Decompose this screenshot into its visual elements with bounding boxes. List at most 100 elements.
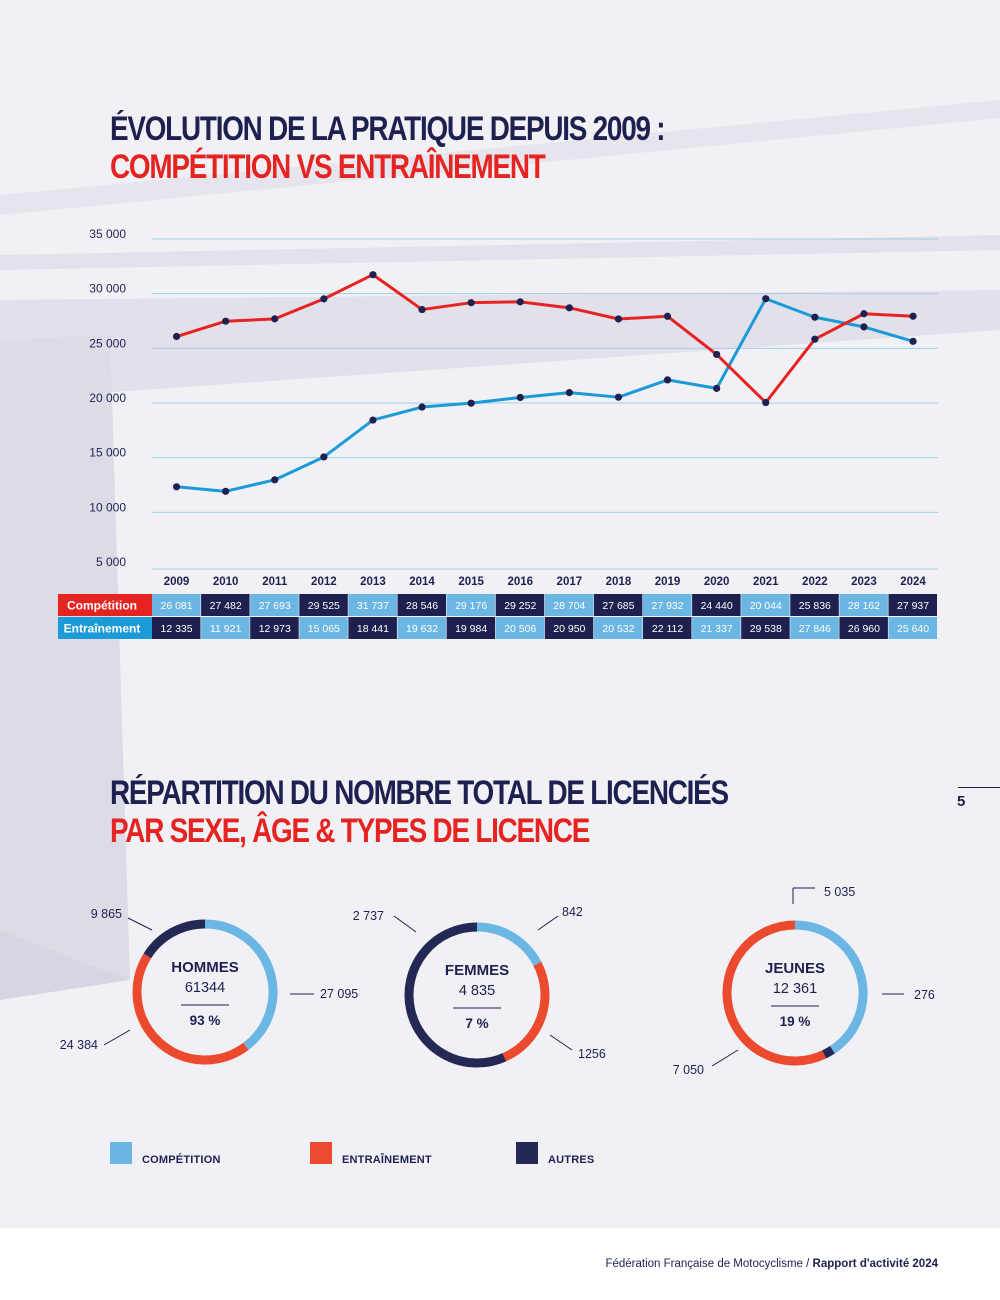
- title-line-2: COMPÉTITION VS ENTRAÎNEMENT: [110, 148, 546, 186]
- table-cell: 20 950: [553, 623, 585, 635]
- table-row-header: Entraînement: [64, 622, 141, 636]
- table-cell: 22 112: [652, 623, 683, 635]
- table-cell: 26 960: [848, 623, 880, 635]
- table-cell: 27 937: [897, 600, 929, 612]
- data-point: [663, 312, 672, 320]
- segment-leader-line: [537, 915, 559, 931]
- table-cell-bg: [544, 617, 594, 639]
- footer-report: Rapport d'activité 2024: [812, 1258, 938, 1270]
- donut-total: 4 835: [459, 983, 495, 999]
- table-cell: 27 482: [210, 600, 242, 612]
- x-tick-label: 2009: [164, 576, 190, 588]
- data-point: [909, 312, 917, 320]
- x-tick-label: 2010: [213, 576, 239, 588]
- footer-band: [0, 1228, 1000, 1300]
- table-cell: 31 737: [357, 600, 389, 612]
- segment-leader-line: [549, 1034, 573, 1051]
- donut-segment: [132, 953, 249, 1065]
- segment-label: 5 035: [824, 885, 855, 899]
- segment-label: 842: [562, 905, 583, 919]
- table-cell: 26 081: [160, 600, 192, 612]
- table-cell-bg: [741, 617, 790, 639]
- donut-percent: 7 %: [465, 1016, 488, 1031]
- table-cell-bg: [446, 594, 496, 616]
- y-tick-label: 10 000: [89, 500, 126, 514]
- data-point: [713, 350, 721, 359]
- data-point: [565, 304, 573, 312]
- table-row-header: Compétition: [67, 599, 137, 613]
- x-tick-label: 2018: [606, 576, 632, 588]
- y-tick-label: 35 000: [89, 227, 126, 241]
- donut-total: 12 361: [773, 981, 817, 997]
- data-point: [713, 384, 721, 392]
- table-cell-bg: [544, 594, 594, 616]
- segment-leader-line: [127, 917, 153, 931]
- data-point: [369, 271, 377, 279]
- data-point: [222, 317, 230, 325]
- table-cell: 27 685: [602, 600, 634, 612]
- table-cell-bg: [348, 594, 397, 616]
- x-tick-label: 2019: [655, 576, 681, 588]
- table-cell-bg: [348, 617, 397, 639]
- table-cell: 28 546: [406, 600, 438, 612]
- table-cell: 27 932: [651, 600, 683, 612]
- data-point: [762, 398, 770, 407]
- page-rule: [958, 787, 1000, 788]
- title-line-2: PAR SEXE, ÂGE & TYPES DE LICENCE: [110, 812, 590, 850]
- segment-leader-line: [103, 1029, 131, 1046]
- data-point: [909, 337, 917, 345]
- donut-segment: [722, 920, 827, 1066]
- y-tick-label: 30 000: [89, 282, 126, 296]
- table-cell-bg: [790, 617, 839, 639]
- table-cell-bg: [201, 617, 250, 639]
- x-tick-label: 2024: [900, 576, 926, 588]
- donut-percent: 19 %: [780, 1014, 811, 1029]
- chart-title-repartition: RÉPARTITION DU NOMBRE TOTAL DE LICENCIÉS…: [110, 774, 729, 850]
- data-point: [614, 393, 623, 401]
- segment-label: 1256: [578, 1047, 606, 1061]
- table-cell: 21 337: [701, 623, 733, 635]
- y-tick-label: 15 000: [89, 446, 126, 460]
- table-cell: 29 176: [455, 600, 487, 612]
- x-tick-label: 2015: [458, 576, 484, 588]
- table-cell-bg: [495, 617, 545, 639]
- legend-item-entrainement: ENTRAÎNEMENT: [310, 1142, 432, 1166]
- donut-segment: [476, 922, 542, 967]
- donut-title: JEUNES: [765, 960, 825, 977]
- table-cell: 28 704: [553, 600, 585, 612]
- table-cell-bg: [888, 617, 937, 639]
- data-point: [172, 483, 181, 491]
- legend-label: AUTRES: [548, 1154, 595, 1166]
- data-point: [271, 315, 279, 323]
- table-cell-bg: [446, 617, 496, 639]
- x-tick-label: 2021: [753, 576, 779, 588]
- legend-item-autres: AUTRES: [516, 1142, 595, 1166]
- x-tick-label: 2017: [557, 576, 583, 588]
- x-tick-label: 2016: [507, 576, 533, 588]
- segment-leader-line: [393, 915, 417, 933]
- footer-org: Fédération Française de Motocyclisme /: [605, 1258, 813, 1270]
- table-cell-bg: [643, 594, 692, 616]
- segment-label: 27 095: [320, 987, 358, 1001]
- table-cell: 25 836: [799, 600, 831, 612]
- table-cell: 25 640: [897, 623, 929, 635]
- data-point: [320, 295, 328, 303]
- series-line-competition: [176, 273, 914, 405]
- footer: Fédération Française de Motocyclisme / R…: [605, 1258, 938, 1270]
- table-cell-bg: [397, 617, 446, 639]
- table-cell: 19 632: [406, 623, 438, 635]
- table-cell: 20 532: [602, 623, 634, 635]
- donut-title: FEMMES: [445, 962, 509, 979]
- x-tick-label: 2020: [704, 576, 730, 588]
- table-cell-bg: [692, 617, 741, 639]
- data-point: [467, 399, 475, 407]
- y-tick-label: 25 000: [89, 336, 126, 350]
- table-cell-bg: [790, 594, 839, 616]
- y-tick-label: 5 000: [96, 555, 126, 569]
- data-point: [860, 323, 868, 331]
- table-cell: 20 044: [750, 600, 782, 612]
- table-cell: 19 984: [455, 623, 487, 635]
- table-cell-bg: [839, 594, 888, 616]
- donut-segment: [143, 919, 206, 959]
